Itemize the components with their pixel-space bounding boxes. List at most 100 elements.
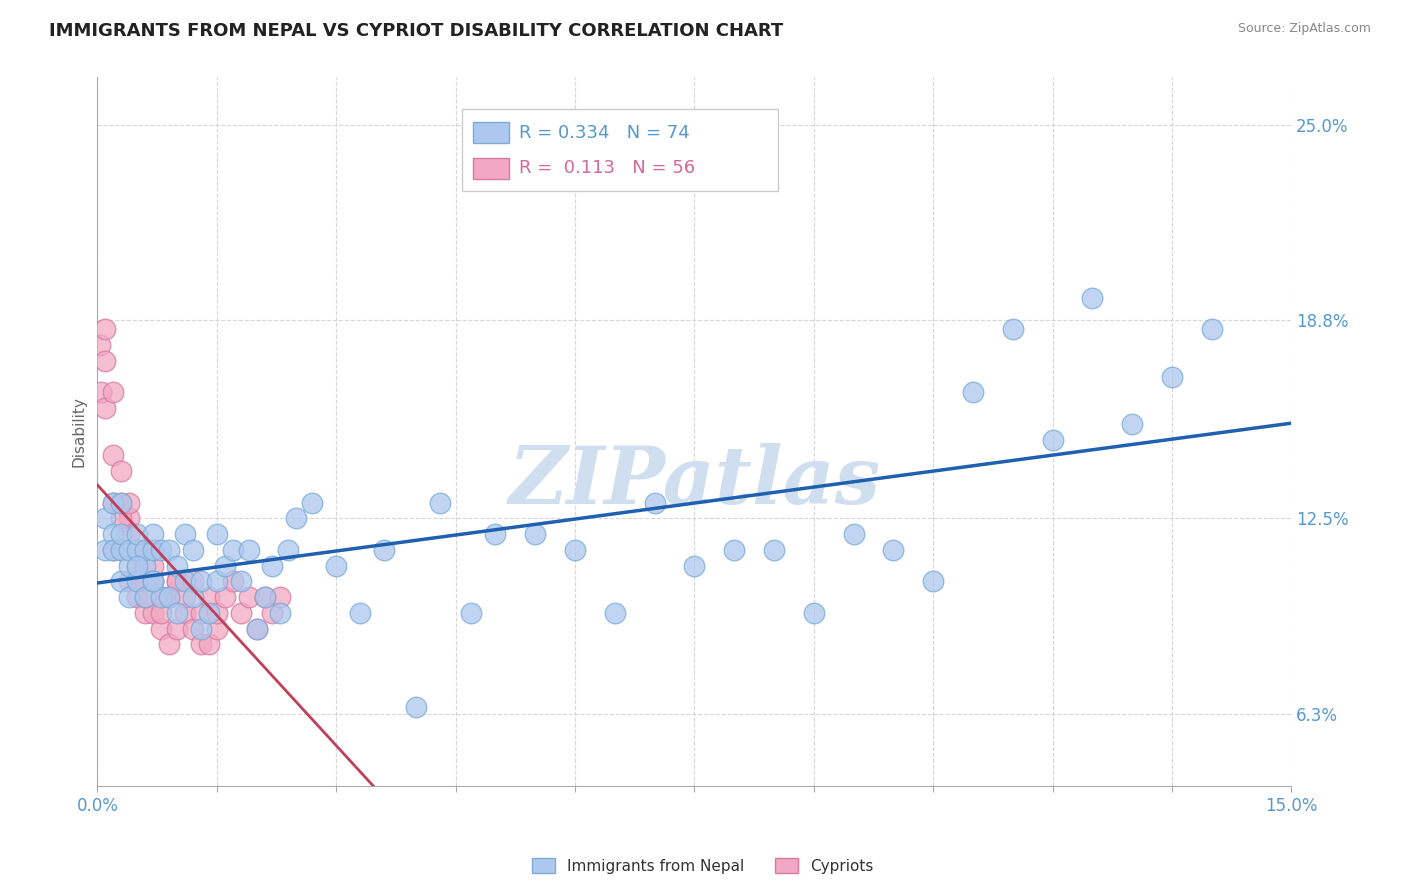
Point (174, 590, 197, 604)
Point (127, 558, 149, 573)
Point (882, 542, 904, 557)
Point (723, 542, 745, 557)
Point (94, 401, 117, 416)
Point (269, 590, 291, 604)
Point (190, 622, 212, 636)
Y-axis label: Disability: Disability (72, 396, 86, 467)
Point (253, 590, 276, 604)
Point (134, 558, 156, 573)
Point (134, 542, 156, 557)
Point (644, 496, 666, 510)
Point (127, 574, 149, 589)
Point (1042, 433, 1064, 447)
Point (429, 496, 451, 510)
FancyBboxPatch shape (474, 122, 509, 144)
Point (564, 542, 586, 557)
Point (134, 606, 156, 620)
Point (166, 558, 188, 573)
Point (150, 590, 173, 604)
Point (142, 574, 165, 589)
Point (262, 558, 284, 573)
Point (181, 622, 204, 636)
Point (603, 606, 626, 620)
Point (110, 574, 132, 589)
Point (221, 574, 243, 589)
Point (142, 606, 165, 620)
Point (118, 527, 141, 541)
Point (166, 606, 188, 620)
Text: IMMIGRANTS FROM NEPAL VS CYPRIOT DISABILITY CORRELATION CHART: IMMIGRANTS FROM NEPAL VS CYPRIOT DISABIL… (49, 22, 783, 40)
Point (94, 322, 117, 336)
Point (134, 590, 156, 604)
Point (253, 590, 276, 604)
Point (349, 606, 371, 620)
Point (157, 542, 180, 557)
Point (134, 542, 156, 557)
Point (197, 590, 219, 604)
Point (142, 527, 165, 541)
Point (110, 496, 132, 510)
Point (174, 574, 197, 589)
Point (142, 574, 165, 589)
Point (405, 700, 427, 714)
Point (110, 542, 132, 557)
Point (1001, 322, 1024, 336)
Point (285, 511, 308, 525)
Text: R = 0.334   N = 74: R = 0.334 N = 74 (519, 124, 689, 142)
Point (962, 385, 984, 400)
Point (110, 464, 132, 478)
Point (190, 637, 212, 651)
Point (277, 542, 299, 557)
Point (94, 511, 117, 525)
Point (484, 527, 506, 541)
Point (325, 558, 347, 573)
Text: Source: ZipAtlas.com: Source: ZipAtlas.com (1237, 22, 1371, 36)
Point (134, 574, 156, 589)
Point (842, 527, 865, 541)
Point (922, 574, 945, 589)
Point (166, 622, 188, 636)
Point (110, 511, 132, 525)
Point (221, 542, 243, 557)
Point (127, 590, 149, 604)
Point (762, 542, 785, 557)
Point (174, 606, 197, 620)
Point (150, 542, 173, 557)
Point (166, 574, 188, 589)
Point (181, 574, 204, 589)
Point (1081, 291, 1104, 305)
Point (103, 542, 125, 557)
Point (103, 496, 125, 510)
FancyBboxPatch shape (474, 158, 509, 178)
Point (118, 511, 141, 525)
Point (214, 590, 236, 604)
Point (103, 496, 125, 510)
Point (150, 606, 173, 620)
Point (190, 606, 212, 620)
Point (205, 527, 228, 541)
Point (269, 606, 291, 620)
Point (157, 590, 180, 604)
Point (460, 606, 482, 620)
Point (127, 527, 149, 541)
Text: R =  0.113   N = 56: R = 0.113 N = 56 (519, 159, 695, 178)
Point (127, 558, 149, 573)
Point (110, 527, 132, 541)
Point (197, 606, 219, 620)
Point (229, 574, 252, 589)
Point (205, 606, 228, 620)
Point (262, 606, 284, 620)
Point (157, 637, 180, 651)
Point (127, 542, 149, 557)
Point (1161, 369, 1184, 384)
Point (94, 354, 117, 368)
Point (197, 637, 219, 651)
Point (142, 542, 165, 557)
Point (174, 527, 197, 541)
Point (524, 527, 547, 541)
Point (238, 542, 260, 557)
Point (110, 496, 132, 510)
Point (103, 527, 125, 541)
Point (229, 606, 252, 620)
Point (89, 338, 111, 352)
